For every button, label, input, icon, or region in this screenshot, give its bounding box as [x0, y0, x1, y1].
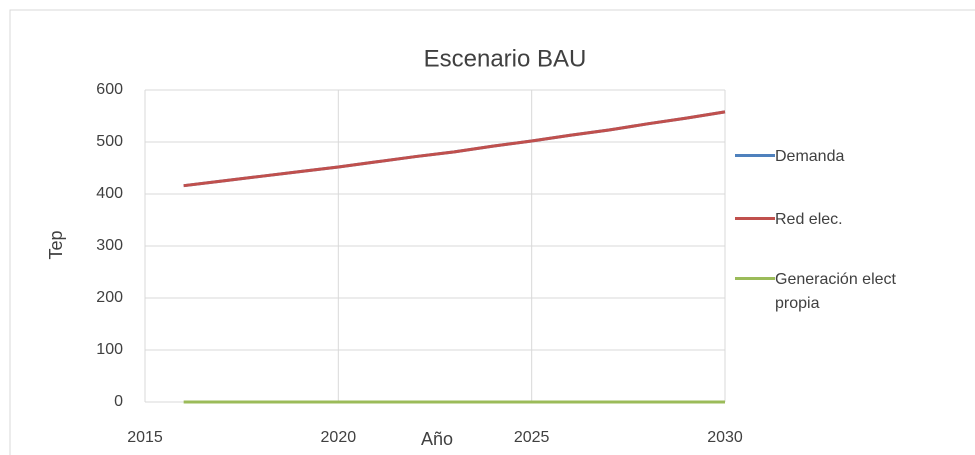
legend-swatch	[735, 217, 775, 220]
legend-label: Red elec.	[775, 211, 843, 228]
y-tick-label: 200	[96, 289, 123, 306]
y-tick-label: 600	[96, 81, 123, 98]
y-tick-label: 0	[114, 393, 123, 410]
legend-item: Generación elect propia	[735, 268, 925, 316]
legend-label: Generación elect propia	[775, 271, 896, 312]
series-line	[183, 110, 726, 188]
y-axis-label: Tep	[46, 230, 66, 259]
y-tick-label: 400	[96, 185, 123, 202]
y-tick-label: 300	[96, 237, 123, 254]
legend-item: Demanda	[735, 145, 925, 169]
legend-swatch	[735, 154, 775, 157]
legend-swatch	[735, 277, 775, 280]
legend-label: Demanda	[775, 148, 845, 165]
y-tick-label: 100	[96, 341, 123, 358]
chart-title: Escenario BAU	[424, 45, 587, 72]
x-tick-label: 2025	[514, 429, 550, 446]
chart-border	[9, 9, 975, 455]
x-tick-label: 2030	[707, 429, 743, 446]
y-tick-label: 500	[96, 133, 123, 150]
legend-item: Red elec.	[735, 208, 925, 232]
x-tick-label: 2020	[321, 429, 357, 446]
x-axis-label: Año	[421, 429, 453, 449]
x-tick-label: 2015	[127, 429, 163, 446]
